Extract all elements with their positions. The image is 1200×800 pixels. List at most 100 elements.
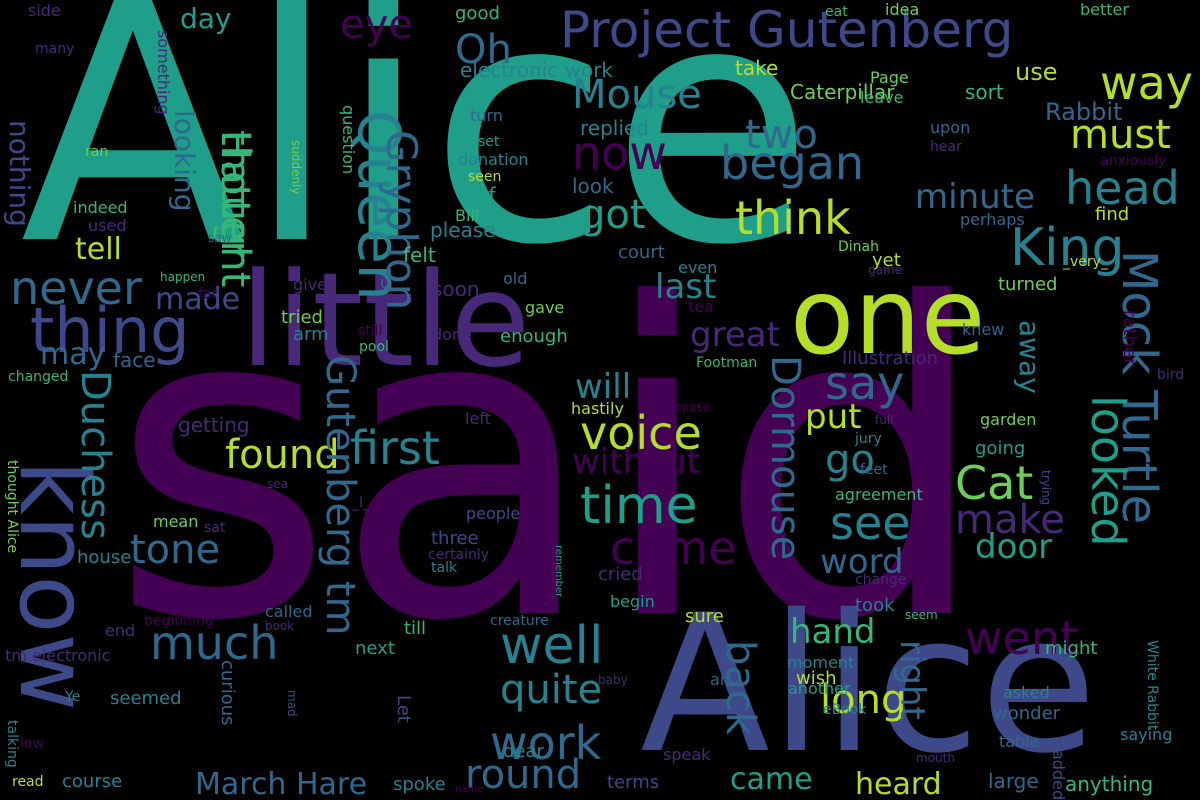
word-cloud-word: long bbox=[820, 677, 907, 723]
word-cloud-word: spoke bbox=[393, 774, 446, 795]
word-cloud-word: tm electronic bbox=[5, 646, 111, 665]
word-cloud-word: creature bbox=[490, 613, 549, 629]
word-cloud-word: away bbox=[1013, 320, 1046, 394]
word-cloud-word: take bbox=[735, 56, 779, 80]
word-cloud-word: jury bbox=[855, 431, 882, 447]
word-cloud-word: called bbox=[265, 602, 313, 621]
word-cloud-word: far bbox=[198, 286, 218, 302]
word-cloud-word: knew bbox=[962, 320, 1005, 339]
word-cloud-word: agreement bbox=[835, 485, 923, 504]
word-cloud-word: seemed bbox=[110, 688, 182, 709]
word-cloud-word: remember bbox=[553, 545, 564, 598]
word-cloud-word: make bbox=[955, 497, 1065, 543]
word-cloud-word: anxiously bbox=[1100, 153, 1167, 169]
word-cloud-word: please bbox=[430, 218, 496, 242]
word-cloud-word: tried bbox=[281, 307, 323, 328]
word-cloud-word: another bbox=[788, 679, 851, 698]
word-cloud-word: use bbox=[1015, 58, 1058, 86]
word-cloud-word: last bbox=[655, 267, 717, 307]
word-cloud-word: face bbox=[113, 348, 156, 372]
word-cloud-word: gave bbox=[525, 298, 565, 317]
word-cloud-word: table bbox=[999, 732, 1040, 751]
word-cloud-word: minute bbox=[915, 177, 1035, 217]
word-cloud-word: see bbox=[830, 496, 911, 550]
word-cloud-word: looked bbox=[1081, 395, 1135, 547]
word-cloud-word: Footman bbox=[696, 355, 758, 371]
word-cloud-word: seen bbox=[468, 169, 502, 185]
word-cloud-word: beginning bbox=[144, 613, 214, 629]
word-cloud-word: voice bbox=[580, 406, 702, 460]
word-cloud-word: well bbox=[500, 616, 604, 676]
word-cloud-word: tell bbox=[75, 232, 122, 267]
word-cloud-word: eye bbox=[340, 2, 413, 48]
word-cloud-word: find bbox=[1095, 204, 1130, 225]
word-cloud-word: many bbox=[35, 41, 75, 57]
word-cloud-word: Caterpillar bbox=[790, 80, 895, 104]
word-cloud-word: now bbox=[572, 126, 667, 180]
word-cloud-word: bird bbox=[1157, 367, 1185, 383]
word-cloud-word: mean bbox=[153, 512, 199, 531]
word-cloud-word: tone bbox=[130, 527, 221, 573]
word-cloud-word: hand bbox=[790, 612, 876, 652]
word-cloud-word: next bbox=[355, 638, 395, 659]
word-cloud-word: thing bbox=[30, 294, 190, 367]
word-cloud-word: arm bbox=[293, 324, 329, 345]
word-cloud-word: got bbox=[580, 192, 646, 238]
word-cloud-word: indeed bbox=[73, 198, 128, 217]
word-cloud-word: say bbox=[825, 356, 905, 410]
word-cloud-word: going bbox=[975, 438, 1026, 459]
word-cloud-word: rather bbox=[1119, 310, 1140, 366]
word-cloud-word: sort bbox=[965, 80, 1004, 104]
word-cloud-word: talk bbox=[431, 560, 458, 576]
word-cloud-word: eat bbox=[825, 4, 848, 20]
word-cloud-word: Page bbox=[870, 68, 909, 87]
word-cloud-word: curious bbox=[217, 660, 238, 726]
word-cloud-word: saw bbox=[208, 231, 232, 245]
word-cloud-word: yet bbox=[872, 250, 901, 271]
word-cloud-word: might bbox=[1045, 638, 1098, 659]
word-cloud-word: Dormouse bbox=[762, 355, 808, 561]
word-cloud-word: go bbox=[825, 437, 875, 483]
word-cloud-word: work bbox=[490, 716, 602, 770]
word-cloud-word: large bbox=[988, 769, 1039, 793]
word-cloud-word: Cat bbox=[955, 456, 1034, 510]
word-cloud-word: dear bbox=[503, 741, 544, 762]
word-cloud-word: two bbox=[745, 112, 818, 158]
word-cloud-word: will bbox=[575, 367, 632, 407]
word-cloud-word: better bbox=[1080, 0, 1129, 19]
word-cloud-word: garden bbox=[980, 410, 1037, 429]
word-cloud-word: found bbox=[225, 432, 340, 478]
word-cloud-word: side bbox=[28, 1, 61, 20]
word-cloud-word: heard bbox=[855, 767, 942, 800]
word-cloud-word: pool bbox=[359, 339, 389, 355]
word-cloud-word: little bbox=[240, 244, 531, 396]
word-cloud-word: good bbox=[455, 3, 500, 24]
word-cloud-word: enough bbox=[500, 326, 568, 347]
word-cloud-word: suddenly bbox=[289, 140, 303, 195]
word-cloud-word: set bbox=[478, 134, 500, 150]
word-cloud-word: saying bbox=[1120, 725, 1173, 744]
word-cloud-word: changed bbox=[8, 369, 69, 385]
word-cloud-word: getting bbox=[178, 413, 250, 437]
word-cloud-word: old bbox=[503, 269, 528, 288]
word-cloud-word: Duchess bbox=[72, 370, 118, 540]
word-cloud-word: wish bbox=[796, 668, 837, 689]
word-cloud-word: u bbox=[380, 273, 391, 292]
word-cloud-word: made bbox=[155, 282, 241, 317]
word-cloud-word: soon bbox=[432, 277, 480, 301]
word-cloud-word: hastily bbox=[571, 399, 624, 418]
word-cloud-word: one bbox=[790, 256, 986, 378]
word-cloud-word: felt bbox=[403, 243, 436, 267]
word-cloud-word: Alice bbox=[20, 0, 814, 317]
word-cloud-word: feet bbox=[860, 462, 888, 478]
word-cloud-word: without bbox=[572, 442, 700, 482]
word-cloud-word: suppose bbox=[660, 400, 711, 414]
word-cloud-word: even bbox=[678, 258, 718, 277]
word-cloud-word: eBook bbox=[823, 702, 867, 718]
word-cloud-word: change bbox=[855, 572, 907, 588]
word-cloud-word: idea bbox=[885, 0, 920, 19]
word-cloud-word: Bill bbox=[455, 206, 480, 225]
word-cloud-word: house bbox=[77, 547, 132, 568]
word-cloud-word: came bbox=[730, 762, 813, 797]
